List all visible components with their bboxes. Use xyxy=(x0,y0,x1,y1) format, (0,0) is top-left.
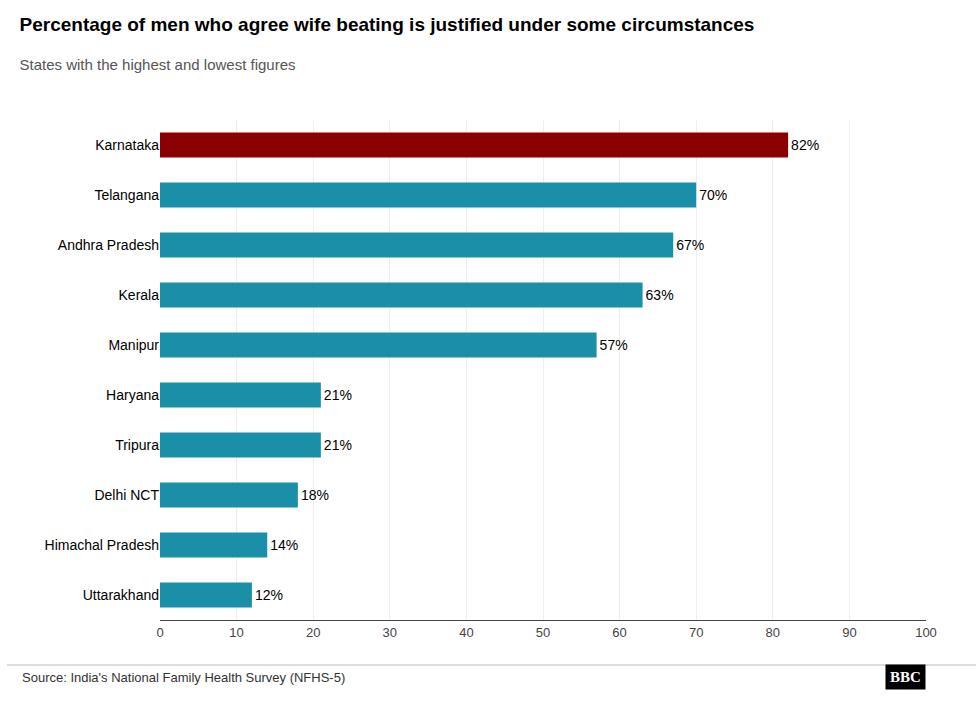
svg-text:Percentage of men who agree wi: Percentage of men who agree wife beating… xyxy=(20,14,755,35)
svg-text:20: 20 xyxy=(306,625,320,640)
svg-text:40: 40 xyxy=(459,625,473,640)
svg-text:30: 30 xyxy=(383,625,397,640)
svg-text:States with the highest and lo: States with the highest and lowest figur… xyxy=(20,56,296,73)
svg-text:60: 60 xyxy=(612,625,626,640)
svg-text:12%: 12% xyxy=(255,587,283,603)
svg-text:0: 0 xyxy=(156,625,163,640)
svg-text:82%: 82% xyxy=(791,137,819,153)
svg-text:Delhi NCT: Delhi NCT xyxy=(94,487,159,503)
svg-text:14%: 14% xyxy=(270,537,298,553)
svg-text:70: 70 xyxy=(689,625,703,640)
svg-text:Manipur: Manipur xyxy=(108,337,159,353)
svg-text:63%: 63% xyxy=(646,287,674,303)
svg-text:Uttarakhand: Uttarakhand xyxy=(83,587,159,603)
svg-text:Andhra Pradesh: Andhra Pradesh xyxy=(58,237,159,253)
svg-text:50: 50 xyxy=(536,625,550,640)
svg-text:Himachal Pradesh: Himachal Pradesh xyxy=(45,537,159,553)
svg-text:21%: 21% xyxy=(324,387,352,403)
svg-text:Telangana: Telangana xyxy=(94,187,159,203)
svg-text:Haryana: Haryana xyxy=(106,387,159,403)
svg-text:21%: 21% xyxy=(324,437,352,453)
svg-text:10: 10 xyxy=(229,625,243,640)
svg-text:Tripura: Tripura xyxy=(115,437,159,453)
svg-text:67%: 67% xyxy=(676,237,704,253)
svg-text:90: 90 xyxy=(842,625,856,640)
svg-text:100: 100 xyxy=(915,625,937,640)
svg-text:70%: 70% xyxy=(699,187,727,203)
svg-text:Karnataka: Karnataka xyxy=(95,137,159,153)
svg-text:80: 80 xyxy=(766,625,780,640)
svg-text:BBC: BBC xyxy=(890,669,921,685)
svg-text:Kerala: Kerala xyxy=(119,287,160,303)
svg-text:Source: India's National Famil: Source: India's National Family Health S… xyxy=(22,670,345,685)
svg-text:18%: 18% xyxy=(301,487,329,503)
svg-text:57%: 57% xyxy=(600,337,628,353)
